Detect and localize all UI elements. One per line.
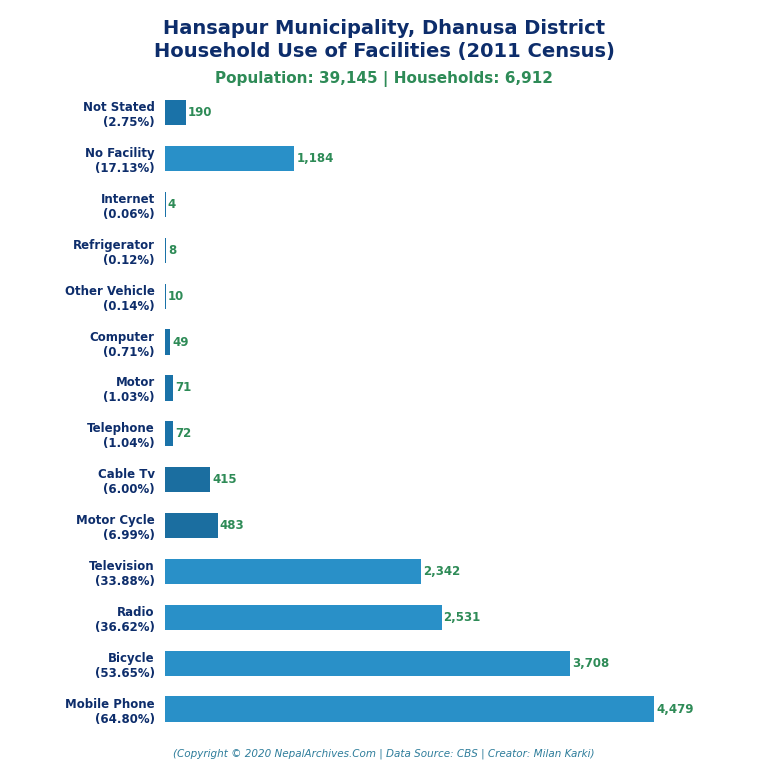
Text: 2,531: 2,531 (444, 611, 481, 624)
Bar (165, 513, 218, 538)
Text: 49: 49 (173, 336, 189, 349)
Text: Household Use of Facilities (2011 Census): Household Use of Facilities (2011 Census… (154, 42, 614, 61)
Text: 483: 483 (220, 519, 244, 532)
Bar (165, 467, 210, 492)
Bar (165, 376, 173, 401)
Text: 1,184: 1,184 (296, 152, 334, 165)
Text: 8: 8 (168, 244, 176, 257)
Bar (165, 283, 166, 309)
Text: 4: 4 (167, 198, 176, 211)
Text: 2,342: 2,342 (423, 565, 460, 578)
Bar (165, 329, 170, 355)
Text: 190: 190 (188, 106, 212, 119)
Bar (165, 559, 421, 584)
Text: (Copyright © 2020 NepalArchives.Com | Data Source: CBS | Creator: Milan Karki): (Copyright © 2020 NepalArchives.Com | Da… (174, 748, 594, 759)
Bar (165, 421, 173, 446)
Text: 415: 415 (213, 473, 237, 486)
Bar (165, 100, 186, 125)
Bar (165, 650, 570, 676)
Bar (165, 604, 442, 630)
Text: 4,479: 4,479 (657, 703, 694, 716)
Bar (165, 697, 654, 722)
Bar (165, 238, 166, 263)
Text: 3,708: 3,708 (572, 657, 610, 670)
Text: 10: 10 (168, 290, 184, 303)
Bar (165, 146, 294, 171)
Text: Hansapur Municipality, Dhanusa District: Hansapur Municipality, Dhanusa District (163, 19, 605, 38)
Text: 72: 72 (175, 427, 191, 440)
Text: Population: 39,145 | Households: 6,912: Population: 39,145 | Households: 6,912 (215, 71, 553, 87)
Text: 71: 71 (175, 382, 191, 395)
